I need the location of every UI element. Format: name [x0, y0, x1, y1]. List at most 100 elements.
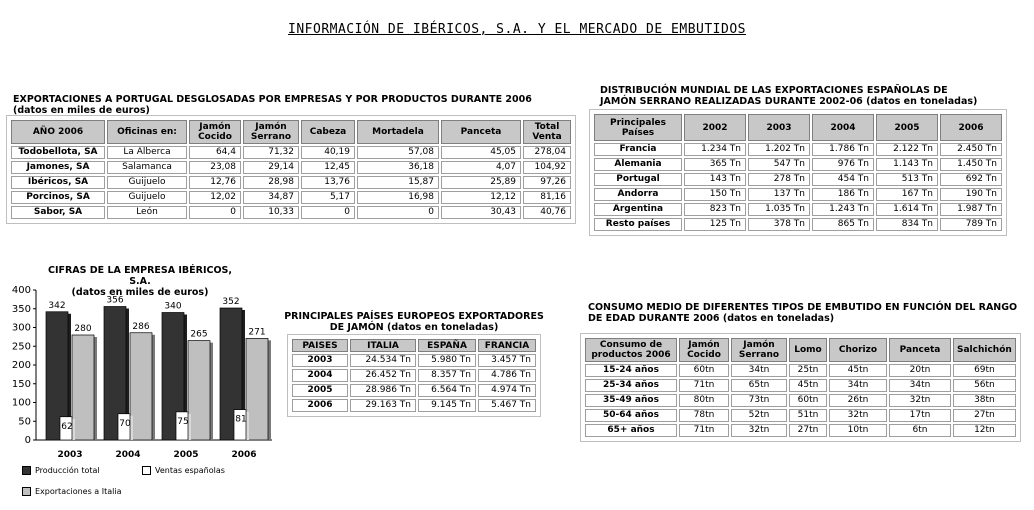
european-row-cell: 9.145 Tn: [418, 399, 476, 412]
x-tick-label: 2003: [57, 450, 82, 460]
distribution-row-cell: 834 Tn: [876, 218, 938, 231]
distribution-table-frame: Principales Países 2002 2003 2004 2005 2…: [589, 109, 1007, 236]
consumption-header-row: Consumo de productos 2006 Jamón Cocido J…: [585, 338, 1016, 362]
legend-label: Ventas españolas: [155, 466, 225, 475]
distribution-row-cell: 1.143 Tn: [876, 158, 938, 171]
distribution-row-cell: 1.202 Tn: [748, 143, 810, 156]
exports-title: EXPORTACIONES A PORTUGAL DESGLOSADAS POR…: [13, 94, 532, 105]
consumption-subtitle: DE EDAD DURANTE 2006 (datos en toneladas…: [588, 313, 835, 324]
european-row-label: 2005: [292, 384, 348, 397]
exports-row-cell: 5,17: [301, 191, 355, 204]
consumption-row-cell: 32tn: [889, 394, 951, 407]
exports-row-cell: 81,16: [523, 191, 571, 204]
data-label: 75: [177, 417, 188, 427]
data-label: 286: [132, 322, 149, 332]
bar-spanish-sales: [175, 411, 189, 441]
distribution-header: 2006: [940, 114, 1002, 141]
distribution-header: 2003: [748, 114, 810, 141]
consumption-row-cell: 78tn: [679, 409, 729, 422]
distribution-row: Portugal 143 Tn 278 Tn 454 Tn 513 Tn 692 Tn: [594, 173, 1002, 186]
european-header: FRANCIA: [478, 339, 536, 352]
distribution-row-cell: 692 Tn: [940, 173, 1002, 186]
european-row-cell: 28.986 Tn: [350, 384, 416, 397]
european-header: PAISES: [292, 339, 348, 352]
exports-caption: EXPORTACIONES A PORTUGAL DESGLOSADAS POR…: [13, 94, 532, 116]
consumption-row-label: 15-24 años: [585, 364, 677, 377]
exports-row-cell: Salamanca: [107, 161, 187, 174]
exports-row-cell: 40,76: [523, 206, 571, 219]
exports-row-cell: 15,87: [357, 176, 439, 189]
exports-header: Total Venta: [523, 120, 571, 144]
bar-italy-exports: [187, 340, 211, 441]
distribution-row: Andorra 150 Tn 137 Tn 186 Tn 167 Tn 190 Tn: [594, 188, 1002, 201]
european-table-frame: PAISES ITALIA ESPAÑA FRANCIA 2003 24.534 …: [287, 334, 541, 417]
consumption-row-cell: 51tn: [789, 409, 827, 422]
y-tick-label: 50: [18, 416, 31, 427]
exports-row-cell: 36,18: [357, 161, 439, 174]
y-tick-label: 200: [12, 360, 31, 371]
consumption-row-cell: 34tn: [731, 364, 787, 377]
distribution-header: 2002: [684, 114, 746, 141]
distribution-row-cell: 1.450 Tn: [940, 158, 1002, 171]
consumption-row: 50-64 años 78tn 52tn 51tn 32tn 17tn 27tn: [585, 409, 1016, 422]
consumption-row-cell: 10tn: [829, 424, 887, 437]
distribution-row-cell: 547 Tn: [748, 158, 810, 171]
distribution-table: Principales Países 2002 2003 2004 2005 2…: [592, 112, 1004, 233]
chart-subtitle: (datos en miles de euros): [71, 287, 209, 298]
distribution-table-body: Francia 1.234 Tn 1.202 Tn 1.786 Tn 2.122 Tn 2…: [594, 143, 1002, 231]
x-tick-label: 2005: [173, 450, 198, 460]
legend-swatch: [142, 466, 151, 475]
consumption-row: 15-24 años 60tn 34tn 25tn 45tn 20tn 69tn: [585, 364, 1016, 377]
european-row: 2005 28.986 Tn 6.564 Tn 4.974 Tn: [292, 384, 536, 397]
exports-table: AÑO 2006 Oficinas en: Jamón Cocido Jamón…: [9, 118, 573, 221]
consumption-row-cell: 60tn: [789, 394, 827, 407]
legend-item-production: Producción total: [22, 466, 100, 475]
consumption-row-cell: 65tn: [731, 379, 787, 392]
distribution-row-label: Portugal: [594, 173, 682, 186]
exports-row-cell: León: [107, 206, 187, 219]
distribution-row-cell: 865 Tn: [812, 218, 874, 231]
x-tick-label: 2004: [115, 450, 140, 460]
consumption-header: Jamón Serrano: [731, 338, 787, 362]
distribution-row-cell: 186 Tn: [812, 188, 874, 201]
data-label: 280: [74, 324, 91, 334]
exports-row-label: Jamones, SA: [11, 161, 105, 174]
chart-bars: [45, 306, 271, 441]
data-label: 356: [106, 296, 123, 306]
exports-row-cell: 104,92: [523, 161, 571, 174]
european-title: PRINCIPALES PAÍSES EUROPEOS EXPORTADORES: [284, 311, 544, 322]
consumption-row-label: 25-34 años: [585, 379, 677, 392]
european-row-cell: 5.980 Tn: [418, 354, 476, 367]
distribution-row-cell: 365 Tn: [684, 158, 746, 171]
consumption-table-frame: Consumo de productos 2006 Jamón Cocido J…: [580, 333, 1021, 442]
exports-row-cell: Guijuelo: [107, 191, 187, 204]
exports-row-cell: 12,76: [189, 176, 241, 189]
distribution-row-cell: 278 Tn: [748, 173, 810, 186]
exports-row: Porcinos, SA Guijuelo 12,02 34,87 5,17 16,98 1…: [11, 191, 571, 204]
consumption-row-cell: 20tn: [889, 364, 951, 377]
consumption-row-label: 35-49 años: [585, 394, 677, 407]
page-title: INFORMACIÓN DE IBÉRICOS, S.A. Y EL MERCA…: [288, 22, 746, 37]
exports-row-cell: 16,98: [357, 191, 439, 204]
consumption-row-label: 50-64 años: [585, 409, 677, 422]
consumption-row: 25-34 años 71tn 65tn 45tn 34tn 34tn 56tn: [585, 379, 1016, 392]
distribution-row-cell: 150 Tn: [684, 188, 746, 201]
consumption-header: Jamón Cocido: [679, 338, 729, 362]
bar-spanish-sales: [59, 416, 73, 441]
consumption-row-cell: 73tn: [731, 394, 787, 407]
y-tick-label: 400: [12, 285, 31, 296]
distribution-row-cell: 1.614 Tn: [876, 203, 938, 216]
european-row-cell: 29.163 Tn: [350, 399, 416, 412]
european-caption: PRINCIPALES PAÍSES EUROPEOS EXPORTADORES…: [278, 311, 550, 333]
distribution-header-row: Principales Países 2002 2003 2004 2005 2…: [594, 114, 1002, 141]
data-label: 70: [119, 419, 131, 429]
consumption-row-cell: 56tn: [953, 379, 1016, 392]
exports-row-cell: 12,45: [301, 161, 355, 174]
exports-row: Todobellota, SA La Alberca 64,4 71,32 40,19 5…: [11, 146, 571, 159]
european-table: PAISES ITALIA ESPAÑA FRANCIA 2003 24.534 …: [290, 337, 538, 414]
consumption-row: 35-49 años 80tn 73tn 60tn 26tn 32tn 38tn: [585, 394, 1016, 407]
consumption-row-cell: 26tn: [829, 394, 887, 407]
consumption-row: 65+ años 71tn 32tn 27tn 10tn 6tn 12tn: [585, 424, 1016, 437]
data-label: 265: [190, 330, 207, 340]
consumption-row-cell: 27tn: [953, 409, 1016, 422]
